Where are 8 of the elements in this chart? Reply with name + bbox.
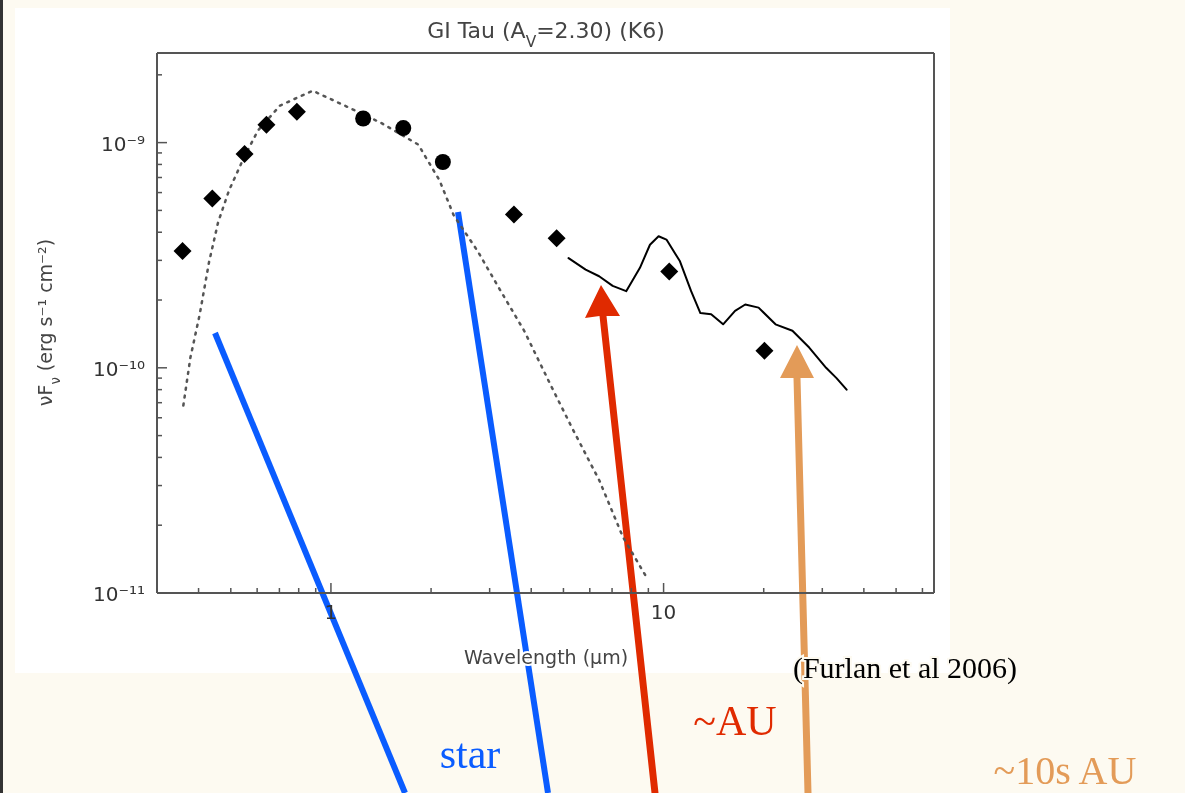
y-tick-label: 10⁻¹¹ [92,582,145,606]
y-tick-label: 10⁻¹⁰ [92,356,145,381]
chart-title: GI Tau (A$_{V}$=2.30) (K6) [427,18,665,51]
x-tick-label: 10 [650,600,677,624]
text: star [439,731,501,777]
text: ~10s AU [993,748,1137,793]
y-tick-label: 10⁻⁹ [100,131,145,156]
text: ~AU [693,698,777,744]
